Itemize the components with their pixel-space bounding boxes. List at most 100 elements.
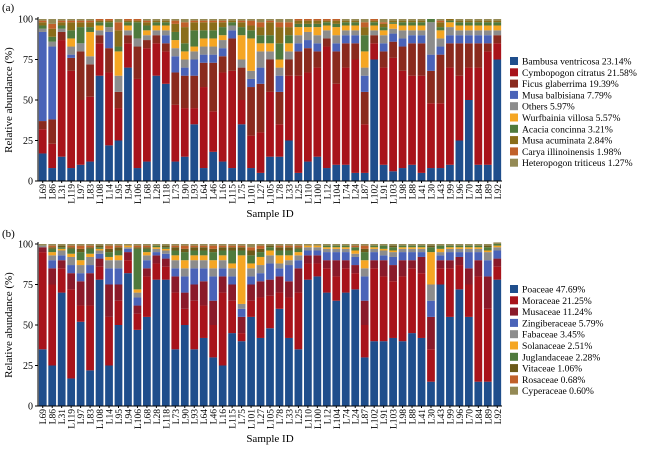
bar-segment-L97-series-8 [76, 20, 85, 23]
bar-segment-L110-series-4 [304, 31, 312, 41]
bar-segment-L46-series-1 [209, 325, 218, 358]
bar-segment-L31-series-6 [57, 25, 66, 29]
bar-segment-L24-series-6 [351, 22, 360, 26]
legend-swatch-2 [510, 307, 518, 316]
y-tick-label: 50 [23, 321, 33, 332]
bar-segment-L84-series-4 [474, 248, 483, 253]
bar-segment-L106-series-8 [133, 19, 142, 21]
legend-swatch-9 [510, 158, 518, 167]
bar-segment-L115-series-6 [228, 250, 236, 264]
x-tick-label: L105 [267, 409, 277, 429]
bar-segment-L12-series-2 [322, 260, 331, 269]
bar-segment-L96-series-1 [455, 75, 464, 141]
x-tick-label: L86 [49, 184, 59, 200]
bar-segment-L106-series-4 [133, 38, 142, 47]
bar-segment-L74-series-2 [341, 43, 350, 68]
bar-segment-L27-series-1 [256, 297, 265, 338]
bar-segment-L99-series-1 [446, 67, 454, 165]
bar-segment-L96-series-1 [455, 265, 464, 290]
bar-segment-L83-series-4 [86, 56, 94, 65]
bar-segment-L118-series-7 [161, 245, 170, 248]
bar-segment-L91-series-1 [379, 276, 388, 342]
bar-segment-L98-series-4 [398, 248, 407, 253]
bar-segment-L68-series-5 [143, 252, 151, 256]
bar-segment-L89-series-6 [483, 247, 492, 251]
bar-segment-L84-series-7 [474, 20, 483, 23]
bar-segment-L92-series-2 [493, 35, 502, 44]
bar-segment-L87-series-0 [360, 357, 369, 406]
bar-segment-L69-series-0 [38, 349, 47, 406]
bar-segment-L108-series-8 [95, 19, 104, 21]
bar-segment-L69-series-2 [38, 121, 47, 130]
bar-segment-L118-series-2 [161, 43, 170, 52]
bar-segment-L41-series-7 [417, 20, 426, 23]
bar-segment-L86-series-3 [48, 46, 57, 120]
legend-swatch-1 [510, 68, 518, 77]
bar-segment-L70-series-7 [464, 20, 473, 23]
bar-segment-L30-series-2 [427, 70, 435, 104]
bar-segment-L89-series-3 [483, 260, 492, 277]
bar-segment-L103-series-3 [389, 33, 397, 42]
bar-segment-L70-series-4 [464, 30, 473, 36]
bar-segment-L102-series-7 [370, 20, 379, 23]
bar-segment-L102-series-1 [370, 43, 379, 60]
bar-segment-L115-series-7 [228, 247, 236, 251]
bar-segment-L16-series-2 [218, 56, 227, 73]
bar-segment-L43-series-4 [436, 252, 445, 256]
bar-segment-L90-series-8 [180, 245, 189, 249]
bar-segment-L88-series-3 [408, 252, 416, 261]
bar-segment-L89-series-1 [483, 51, 492, 165]
bar-segment-L33-series-0 [285, 140, 293, 181]
bar-segment-L119-series-9 [67, 244, 76, 246]
bar-segment-L30-series-3 [427, 54, 435, 71]
bar-segment-L101-series-8 [247, 247, 255, 251]
bar-segment-L14-series-6 [105, 252, 113, 257]
bar-segment-L103-series-2 [389, 41, 397, 58]
bar-segment-L92-series-9 [493, 242, 502, 244]
bar-segment-L74-series-2 [341, 260, 350, 269]
bar-segment-L73-series-0 [171, 349, 180, 406]
bar-segment-L73-series-2 [171, 72, 180, 105]
bar-segment-L73-series-0 [171, 161, 180, 181]
bar-segment-L95-series-4 [114, 260, 123, 269]
bar-segment-L64-series-4 [199, 46, 208, 55]
bar-segment-L119-series-6 [67, 30, 76, 39]
bar-segment-L101-series-2 [247, 87, 255, 136]
bar-segment-L69-series-1 [38, 252, 47, 350]
x-tick-label: L24 [352, 409, 362, 425]
bar-segment-L27-series-1 [256, 132, 265, 173]
bar-segment-L91-series-5 [379, 248, 388, 251]
bar-segment-L41-series-9 [417, 244, 426, 246]
bar-segment-L118-series-5 [161, 248, 170, 251]
bar-segment-L92-series-6 [493, 244, 502, 246]
bar-segment-L41-series-6 [417, 245, 426, 248]
bar-segment-L73-series-4 [171, 48, 180, 57]
bar-segment-L46-series-4 [209, 46, 218, 55]
bar-segment-L30-series-7 [427, 245, 435, 248]
legend-swatch-0 [510, 285, 518, 293]
bar-segment-L30-series-5 [427, 252, 435, 285]
bar-segment-L86-series-7 [48, 247, 57, 249]
bar-segment-L64-series-9 [199, 19, 208, 21]
bar-segment-L110-series-3 [304, 250, 312, 256]
bar-segment-L105-series-6 [266, 247, 274, 251]
bar-segment-L100-series-1 [313, 67, 322, 157]
bar-segment-L28-series-9 [152, 19, 161, 21]
bar-segment-L102-series-6 [370, 22, 379, 26]
bar-segment-L78-series-5 [275, 59, 284, 68]
bar-segment-L115-series-1 [228, 70, 236, 169]
bar-segment-L101-series-8 [247, 20, 255, 26]
bar-segment-L118-series-1 [161, 51, 170, 84]
bar-segment-L78-series-1 [275, 124, 284, 157]
bar-segment-L88-series-6 [408, 22, 416, 26]
bar-segment-L46-series-2 [209, 62, 218, 112]
bar-segment-L93-series-4 [190, 51, 199, 60]
bar-segment-L91-series-2 [379, 260, 388, 277]
bar-segment-L78-series-2 [275, 276, 284, 293]
bar-segment-L27-series-4 [256, 51, 265, 68]
bar-segment-L100-series-3 [313, 250, 322, 256]
bar-segment-L88-series-3 [408, 35, 416, 44]
bar-segment-L86-series-1 [48, 284, 57, 366]
x-tick-label: L12 [323, 184, 333, 200]
bar-segment-L100-series-5 [313, 27, 322, 36]
